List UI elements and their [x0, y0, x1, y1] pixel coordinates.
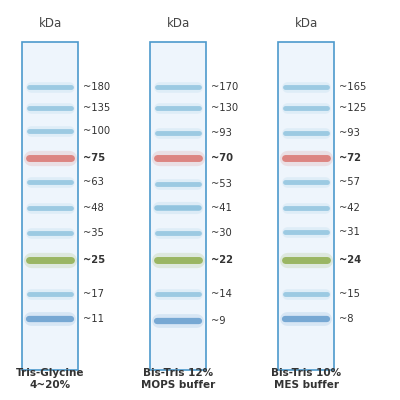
Text: ~9: ~9 — [211, 316, 226, 326]
Text: kDa: kDa — [166, 17, 190, 30]
Bar — [22, 42, 78, 370]
Text: ~170: ~170 — [211, 82, 238, 92]
Text: ~8: ~8 — [339, 314, 353, 324]
Bar — [278, 42, 334, 370]
Text: kDa: kDa — [38, 17, 62, 30]
Text: ~180: ~180 — [83, 82, 110, 92]
Text: ~17: ~17 — [83, 289, 104, 299]
Text: ~42: ~42 — [339, 203, 360, 213]
Text: ~48: ~48 — [83, 203, 104, 213]
Text: ~35: ~35 — [83, 228, 104, 238]
Text: ~15: ~15 — [339, 289, 360, 299]
Text: ~41: ~41 — [211, 203, 232, 213]
Bar — [150, 42, 206, 370]
Text: ~93: ~93 — [211, 128, 232, 138]
Text: Tris-Glycine
4~20%: Tris-Glycine 4~20% — [16, 368, 84, 390]
Text: ~75: ~75 — [83, 154, 105, 164]
Text: ~53: ~53 — [211, 179, 232, 189]
Text: ~130: ~130 — [211, 102, 238, 112]
Text: ~30: ~30 — [211, 228, 232, 238]
Text: ~72: ~72 — [339, 154, 361, 164]
Text: ~14: ~14 — [211, 289, 232, 299]
Text: ~135: ~135 — [83, 102, 110, 112]
Text: ~22: ~22 — [211, 255, 233, 265]
Text: kDa: kDa — [294, 17, 318, 30]
Text: ~100: ~100 — [83, 126, 110, 136]
Text: Bis-Tris 12%
MOPS buffer: Bis-Tris 12% MOPS buffer — [141, 368, 215, 390]
Text: ~25: ~25 — [83, 255, 105, 265]
Text: ~11: ~11 — [83, 314, 104, 324]
Text: ~93: ~93 — [339, 128, 360, 138]
Text: Bis-Tris 10%
MES buffer: Bis-Tris 10% MES buffer — [271, 368, 341, 390]
Text: ~70: ~70 — [211, 154, 233, 164]
Text: ~57: ~57 — [339, 177, 360, 187]
Text: ~31: ~31 — [339, 227, 360, 237]
Text: ~125: ~125 — [339, 102, 366, 112]
Text: ~24: ~24 — [339, 255, 361, 265]
Text: ~165: ~165 — [339, 82, 366, 92]
Text: ~63: ~63 — [83, 177, 104, 187]
